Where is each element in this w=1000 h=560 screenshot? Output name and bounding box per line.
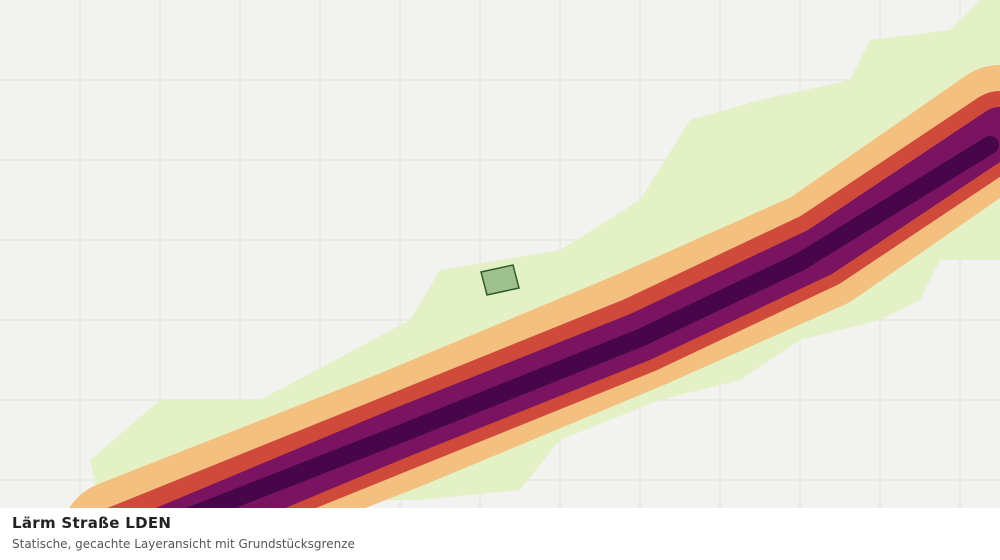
layer-subtitle: Statische, gecachte Layeransicht mit Gru… [12, 537, 355, 551]
noise-bands [69, 0, 1000, 508]
info-panel: Lärm Straße LDEN Statische, gecachte Lay… [0, 508, 1000, 560]
noise-zone-max [185, 136, 999, 508]
parcel-boundary[interactable] [480, 264, 520, 296]
map-canvas [0, 0, 1000, 508]
layer-title: Lärm Straße LDEN [12, 514, 172, 532]
noise-zone-low [90, 0, 1000, 508]
